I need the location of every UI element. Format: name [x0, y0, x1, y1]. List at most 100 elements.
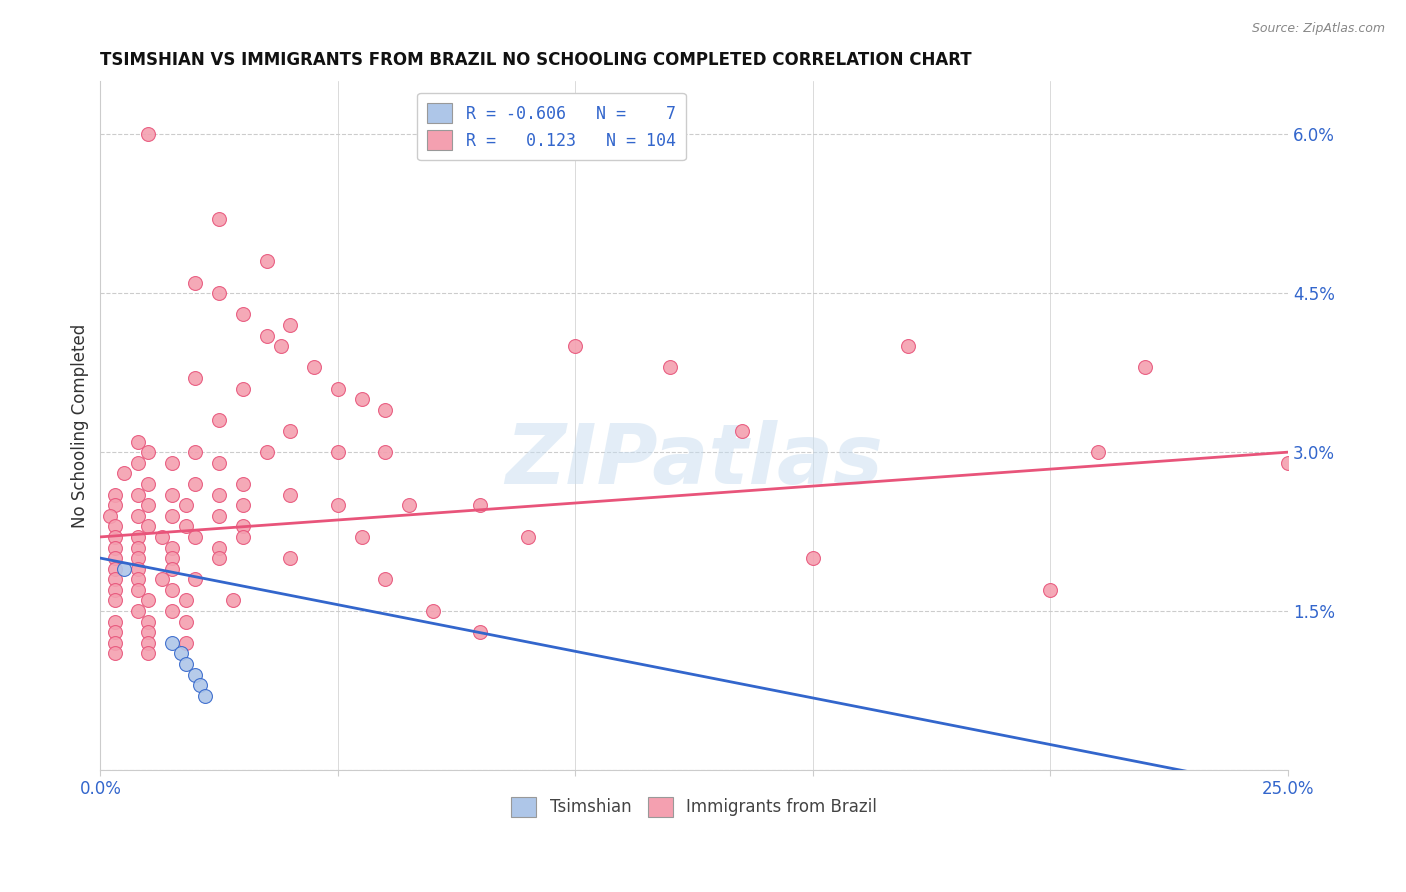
Point [730, 424, 752, 438]
Point [184, 276, 207, 290]
Point [1087, 445, 1109, 459]
Point [326, 498, 349, 512]
Point [184, 667, 207, 681]
Point [208, 487, 231, 501]
Point [104, 498, 127, 512]
Point [112, 562, 135, 576]
Point [104, 625, 127, 640]
Point [564, 339, 586, 353]
Point [136, 477, 159, 491]
Point [98, 508, 121, 523]
Point [136, 445, 159, 459]
Point [136, 647, 159, 661]
Point [104, 519, 127, 533]
Point [516, 530, 538, 544]
Point [184, 477, 207, 491]
Point [194, 689, 217, 703]
Point [470, 625, 492, 640]
Point [136, 615, 159, 629]
Text: Source: ZipAtlas.com: Source: ZipAtlas.com [1251, 22, 1385, 36]
Point [208, 508, 231, 523]
Point [422, 604, 444, 618]
Point [136, 519, 159, 533]
Point [280, 424, 302, 438]
Point [232, 477, 254, 491]
Point [801, 551, 824, 566]
Point [104, 593, 127, 607]
Point [127, 604, 149, 618]
Point [897, 339, 920, 353]
Text: ZIPatlas: ZIPatlas [505, 419, 883, 500]
Point [104, 572, 127, 586]
Point [222, 593, 245, 607]
Point [160, 551, 183, 566]
Point [174, 593, 197, 607]
Point [160, 636, 183, 650]
Point [232, 498, 254, 512]
Point [136, 625, 159, 640]
Point [208, 551, 231, 566]
Point [160, 508, 183, 523]
Point [374, 402, 396, 417]
Text: TSIMSHIAN VS IMMIGRANTS FROM BRAZIL NO SCHOOLING COMPLETED CORRELATION CHART: TSIMSHIAN VS IMMIGRANTS FROM BRAZIL NO S… [100, 51, 972, 69]
Point [174, 519, 197, 533]
Point [136, 498, 159, 512]
Point [160, 541, 183, 555]
Point [104, 541, 127, 555]
Point [184, 572, 207, 586]
Point [232, 382, 254, 396]
Point [127, 562, 149, 576]
Point [127, 434, 149, 449]
Point [174, 636, 197, 650]
Point [136, 636, 159, 650]
Point [127, 487, 149, 501]
Point [256, 254, 278, 268]
Point [280, 551, 302, 566]
Point [280, 318, 302, 332]
Point [1039, 582, 1062, 597]
Point [326, 445, 349, 459]
Point [208, 541, 231, 555]
Point [1277, 456, 1299, 470]
Point [659, 360, 682, 375]
Point [112, 467, 135, 481]
Point [127, 572, 149, 586]
Point [350, 392, 373, 407]
Point [232, 530, 254, 544]
Point [136, 593, 159, 607]
Point [256, 328, 278, 343]
Point [174, 615, 197, 629]
Point [174, 498, 197, 512]
Point [127, 456, 149, 470]
Point [208, 212, 231, 227]
Legend: Tsimshian, Immigrants from Brazil: Tsimshian, Immigrants from Brazil [505, 790, 884, 823]
Point [170, 647, 193, 661]
Point [232, 307, 254, 321]
Point [160, 604, 183, 618]
Point [104, 582, 127, 597]
Point [150, 530, 173, 544]
Point [350, 530, 373, 544]
Point [184, 530, 207, 544]
Point [184, 371, 207, 385]
Point [104, 615, 127, 629]
Point [374, 445, 396, 459]
Point [270, 339, 292, 353]
Point [160, 582, 183, 597]
Point [127, 530, 149, 544]
Point [470, 498, 492, 512]
Point [104, 562, 127, 576]
Point [160, 487, 183, 501]
Point [127, 541, 149, 555]
Point [127, 582, 149, 597]
Y-axis label: No Schooling Completed: No Schooling Completed [72, 324, 89, 528]
Point [232, 519, 254, 533]
Point [160, 562, 183, 576]
Point [160, 456, 183, 470]
Point [280, 487, 302, 501]
Point [150, 572, 173, 586]
Point [104, 636, 127, 650]
Point [174, 657, 197, 671]
Point [136, 128, 159, 142]
Point [302, 360, 325, 375]
